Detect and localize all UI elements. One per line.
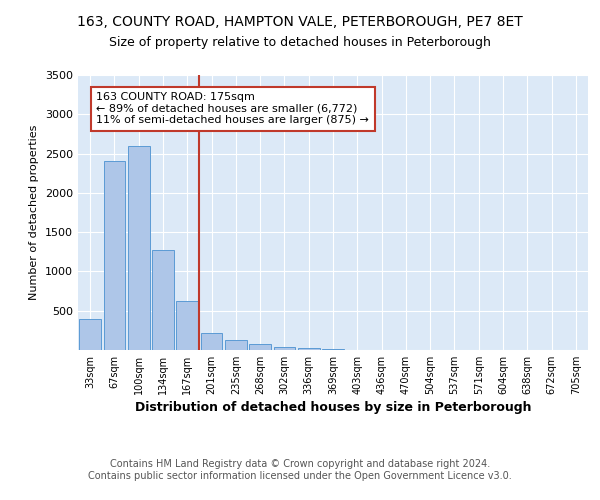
Text: 163 COUNTY ROAD: 175sqm
← 89% of detached houses are smaller (6,772)
11% of semi: 163 COUNTY ROAD: 175sqm ← 89% of detache… xyxy=(96,92,369,126)
Bar xyxy=(274,347,295,350)
Bar xyxy=(104,162,125,350)
Bar xyxy=(298,348,320,350)
Bar xyxy=(249,344,271,350)
Bar xyxy=(152,250,174,350)
Text: Contains HM Land Registry data © Crown copyright and database right 2024.
Contai: Contains HM Land Registry data © Crown c… xyxy=(88,459,512,481)
Bar xyxy=(322,349,344,350)
Bar xyxy=(225,340,247,350)
Y-axis label: Number of detached properties: Number of detached properties xyxy=(29,125,40,300)
Bar xyxy=(79,320,101,350)
Text: 163, COUNTY ROAD, HAMPTON VALE, PETERBOROUGH, PE7 8ET: 163, COUNTY ROAD, HAMPTON VALE, PETERBOR… xyxy=(77,16,523,30)
Bar xyxy=(200,332,223,350)
Text: Distribution of detached houses by size in Peterborough: Distribution of detached houses by size … xyxy=(135,401,531,414)
Bar xyxy=(128,146,149,350)
Bar xyxy=(176,300,198,350)
Text: Size of property relative to detached houses in Peterborough: Size of property relative to detached ho… xyxy=(109,36,491,49)
